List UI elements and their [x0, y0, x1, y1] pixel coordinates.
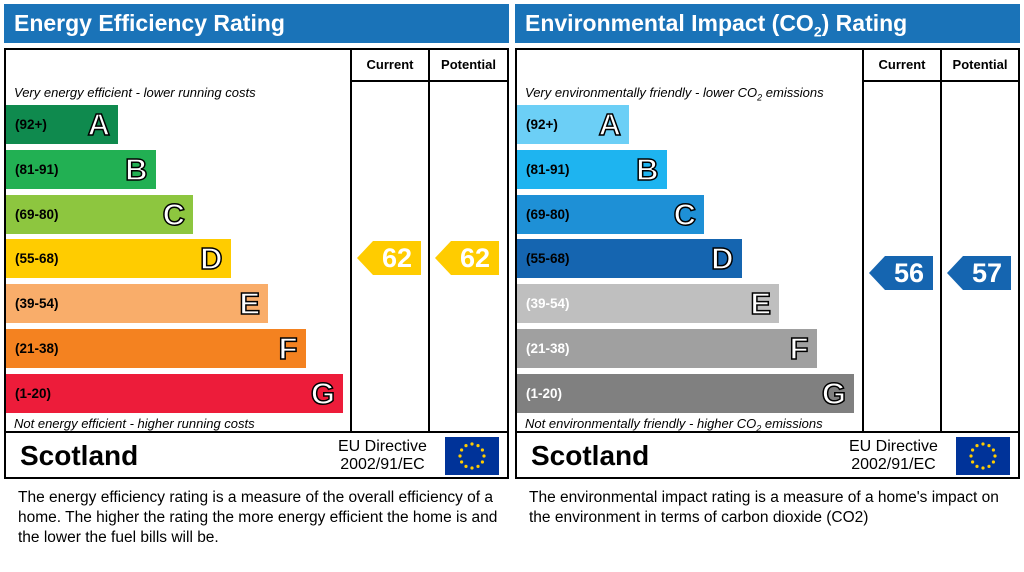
- band-letter: F: [278, 330, 298, 367]
- rating-band-d: (55-68) D: [517, 239, 742, 279]
- band-range-label: (55-68): [15, 251, 59, 267]
- band-letter: A: [598, 106, 622, 143]
- eu-directive: EU Directive 2002/91/EC: [338, 438, 427, 474]
- eu-flag-icon: [445, 437, 499, 475]
- potential-rating-arrow: 57: [947, 256, 1011, 291]
- top-note: Very environmentally friendly - lower CO…: [525, 85, 824, 103]
- band-letter: F: [789, 330, 809, 367]
- top-note: Very energy efficient - lower running co…: [14, 85, 256, 100]
- rating-band-c: (69-80) C: [6, 194, 193, 234]
- band-letter: A: [87, 106, 111, 143]
- column-divider: [350, 50, 352, 431]
- rating-band-e: (39-54) E: [517, 284, 779, 324]
- band-letter: B: [124, 151, 148, 188]
- bottom-note: Not energy efficient - higher running co…: [14, 416, 255, 431]
- header-divider: [352, 80, 507, 82]
- rating-band-e: (39-54) E: [6, 284, 268, 324]
- energy-efficiency-panel: Energy Efficiency Rating Current Potenti…: [4, 4, 509, 569]
- band-range-label: (55-68): [526, 251, 570, 267]
- rating-band-c: (69-80) C: [517, 194, 704, 234]
- rating-band-g: (1-20) G: [6, 373, 343, 413]
- energy-efficiency-chart: Current Potential Very energy efficient …: [4, 48, 509, 433]
- rating-band-g: (1-20) G: [517, 373, 854, 413]
- potential-rating-value: 62: [459, 243, 491, 274]
- band-range-label: (69-80): [15, 206, 59, 222]
- current-rating-arrow: 56: [869, 256, 933, 291]
- rating-band-f: (21-38) F: [517, 329, 817, 368]
- environmental-impact-panel: Environmental Impact (CO2) Rating Curren…: [515, 4, 1020, 569]
- description: The environmental impact rating is a mea…: [529, 489, 999, 526]
- directive-label: EU Directive: [338, 438, 427, 455]
- bottom-note: Not environmentally friendly - higher CO…: [525, 416, 823, 434]
- band-range-label: (69-80): [526, 206, 570, 222]
- rating-band-f: (21-38) F: [6, 329, 306, 368]
- eu-flag-icon: [956, 437, 1010, 475]
- description: The energy efficiency rating is a measur…: [18, 489, 498, 546]
- band-range-label: (92+): [526, 117, 558, 132]
- band-letter: D: [710, 241, 734, 278]
- band-letter: G: [821, 375, 847, 412]
- rating-band-b: (81-91) B: [517, 149, 667, 189]
- directive-code: 2002/91/EC: [851, 456, 936, 473]
- band-letter: G: [310, 375, 336, 412]
- band-letter: D: [199, 241, 223, 278]
- band-range-label: (39-54): [15, 296, 59, 312]
- current-column-header: Current: [878, 57, 926, 72]
- rating-band-d: (55-68) D: [6, 239, 231, 279]
- band-range-label: (21-38): [15, 341, 59, 356]
- eu-directive: EU Directive 2002/91/EC: [849, 438, 938, 474]
- header-divider: [864, 80, 1018, 82]
- band-letter: C: [162, 196, 186, 233]
- environmental-impact-title: Environmental Impact (CO2) Rating: [515, 4, 1020, 43]
- band-range-label: (39-54): [526, 296, 570, 312]
- current-rating-arrow: 62: [357, 241, 421, 276]
- potential-rating-arrow: 62: [435, 241, 499, 276]
- band-letter: E: [750, 285, 772, 322]
- potential-column-header: Potential: [441, 57, 496, 72]
- band-range-label: (81-91): [15, 161, 59, 177]
- band-range-label: (1-20): [526, 385, 563, 401]
- directive-code: 2002/91/EC: [340, 456, 425, 473]
- current-column-header: Current: [366, 57, 414, 72]
- current-rating-value: 62: [381, 243, 413, 274]
- energy-efficiency-title: Energy Efficiency Rating: [4, 4, 509, 43]
- band-range-label: (1-20): [15, 385, 52, 401]
- potential-column-header: Potential: [952, 57, 1008, 72]
- column-divider: [862, 50, 864, 431]
- footer: Scotland EU Directive 2002/91/EC: [515, 431, 1020, 479]
- band-letter: E: [239, 285, 261, 322]
- band-letter: C: [673, 196, 697, 233]
- rating-band-a: (92+) A: [517, 105, 629, 144]
- current-rating-value: 56: [893, 258, 925, 289]
- band-range-label: (21-38): [526, 341, 570, 356]
- band-range-label: (81-91): [526, 161, 570, 177]
- rating-band-a: (92+) A: [6, 105, 118, 144]
- rating-band-b: (81-91) B: [6, 149, 156, 189]
- potential-rating-value: 57: [971, 258, 1003, 289]
- column-divider: [940, 50, 942, 431]
- environmental-impact-chart: Current Potential Very environmentally f…: [515, 48, 1020, 434]
- column-divider: [428, 50, 430, 431]
- region-label: Scotland: [20, 440, 139, 471]
- directive-label: EU Directive: [849, 438, 938, 455]
- region-label: Scotland: [531, 440, 650, 471]
- footer: Scotland EU Directive 2002/91/EC: [4, 431, 509, 479]
- band-letter: B: [635, 151, 659, 188]
- band-range-label: (92+): [15, 117, 47, 132]
